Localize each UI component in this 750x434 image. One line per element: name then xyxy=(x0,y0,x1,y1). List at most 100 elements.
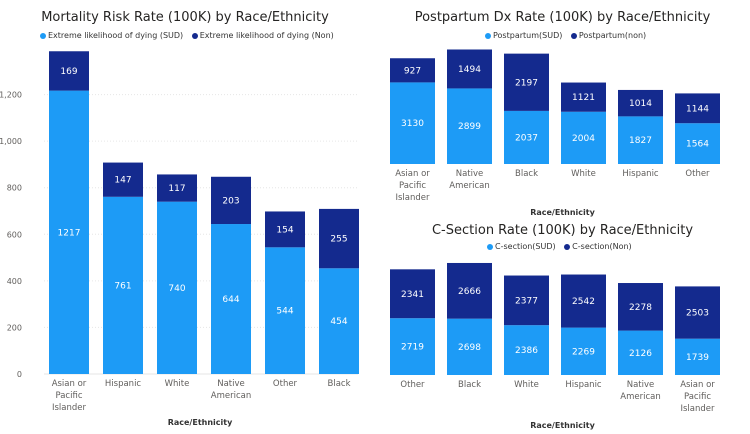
mortality-data-label-sud: 544 xyxy=(276,307,293,317)
mortality-bar-non xyxy=(319,208,359,269)
postpartum-x-tick-label: Hispanic xyxy=(622,169,659,179)
mortality-y-tick-label: 600 xyxy=(7,230,22,239)
mortality-data-label-sud: 454 xyxy=(330,317,347,327)
postpartum-data-label-non: 1494 xyxy=(458,65,481,75)
csection-x-tick-label: Black xyxy=(458,380,481,390)
csection-bar-sud xyxy=(561,327,606,375)
csection-bar-sud xyxy=(618,330,663,375)
mortality-y-tick-label: 200 xyxy=(7,323,22,332)
csection-bar-non xyxy=(618,283,663,331)
csection-x-tick-label: Native American xyxy=(620,380,660,402)
postpartum-x-tick-label-line: Other xyxy=(685,169,710,179)
legend-label-postpartum-non: Postpartum(non) xyxy=(578,31,647,40)
mortality-x-tick-label-line: Other xyxy=(273,379,298,389)
postpartum-data-label-sud: 3130 xyxy=(401,119,424,129)
postpartum-bar-non xyxy=(561,82,606,112)
mortality-x-tick-label: Hispanic xyxy=(105,379,142,389)
csection-x-tick-label-line: Black xyxy=(458,380,481,390)
postpartum-bar-non xyxy=(504,53,549,111)
mortality-data-label-non: 117 xyxy=(168,184,185,194)
csection-data-label-sud: 2269 xyxy=(572,347,595,357)
csection-chart-title: C-Section Rate (100K) by Race/Ethnicity xyxy=(431,223,694,238)
postpartum-bar-non xyxy=(675,93,720,124)
legend-item-non[interactable]: Extreme likelihood of dying (Non) xyxy=(191,31,334,40)
postpartum-data-label-sud: 1827 xyxy=(629,136,652,146)
postpartum-x-tick-label-line: Islander xyxy=(395,193,430,203)
postpartum-x-tick-label: Black xyxy=(515,169,538,179)
csection-data-label-non: 2503 xyxy=(686,309,709,319)
mortality-x-tick-label-line: White xyxy=(165,379,190,389)
postpartum-bar-non xyxy=(618,89,663,117)
csection-bar-non xyxy=(675,286,720,339)
postpartum-chart-title: Postpartum Dx Rate (100K) by Race/Ethnic… xyxy=(414,10,711,25)
csection-x-tick-label-line: Other xyxy=(400,380,425,390)
mortality-x-tick-label-line: Islander xyxy=(52,403,87,413)
csection-x-tick-label-line: Pacific xyxy=(684,392,711,402)
csection-x-tick-label-line: Asian or xyxy=(680,380,715,390)
mortality-bar-sud xyxy=(265,247,305,374)
csection-x-tick-label-line: Native xyxy=(627,380,655,390)
mortality-x-tick-label-line: Pacific xyxy=(55,391,82,401)
csection-data-label-non: 2341 xyxy=(401,290,424,300)
legend-swatch-postpartum-non xyxy=(570,32,577,39)
mortality-x-tick-label-line: American xyxy=(211,391,251,401)
legend-swatch-non xyxy=(191,32,198,39)
csection-data-label-sud: 2698 xyxy=(458,343,481,353)
mortality-bar-non xyxy=(103,162,143,197)
mortality-data-label-non: 203 xyxy=(222,196,239,206)
csection-x-tick-label: White xyxy=(514,380,539,390)
mortality-x-tick-label: White xyxy=(165,379,190,389)
mortality-bar-sud xyxy=(49,90,89,374)
mortality-data-label-non: 154 xyxy=(276,225,293,235)
csection-data-label-sud: 2126 xyxy=(629,349,652,359)
mortality-data-label-non: 169 xyxy=(60,67,77,77)
csection-bar-non xyxy=(504,275,549,326)
csection-x-tick-label: Other xyxy=(400,380,425,390)
csection-bar-non xyxy=(561,274,606,328)
csection-chart-svg: 2719 2341 Other 2698 2666 Black 2386 2377 White 2… xyxy=(390,262,720,414)
mortality-y-tick-label: 400 xyxy=(7,277,22,286)
mortality-x-tick-label: Native American xyxy=(211,379,251,401)
legend-label-sud: Extreme likelihood of dying (SUD) xyxy=(48,31,184,40)
legend-label-non: Extreme likelihood of dying (Non) xyxy=(199,31,334,40)
mortality-chart-svg: 0 200 400 600 800 1,000 1,200 1217 169 Asian or Pa… xyxy=(0,51,359,413)
postpartum-x-tick-label: Native American xyxy=(449,169,489,191)
mortality-data-label-non: 147 xyxy=(114,176,131,186)
mortality-data-label-sud: 1217 xyxy=(58,228,81,238)
legend-item-sud[interactable]: Extreme likelihood of dying (SUD) xyxy=(40,31,183,40)
csection-data-label-non: 2278 xyxy=(629,303,652,313)
legend-swatch-csection-sud xyxy=(487,243,493,250)
mortality-bar-non xyxy=(157,174,197,202)
csection-x-tick-label-line: Hispanic xyxy=(565,380,602,390)
mortality-bar-non xyxy=(211,176,251,225)
postpartum-legend: Postpartum(SUD) Postpartum(non) xyxy=(485,31,652,41)
csection-data-label-sud: 2386 xyxy=(515,346,538,356)
legend-item-csection-non[interactable]: C-section(Non) xyxy=(564,242,632,251)
csection-chart-panel: C-Section Rate (100K) by Race/Ethnicity … xyxy=(375,217,750,434)
csection-bar-sud xyxy=(504,325,549,375)
legend-item-postpartum-sud[interactable]: Postpartum(SUD) xyxy=(485,31,562,40)
legend-item-csection-sud[interactable]: C-section(SUD) xyxy=(487,242,556,251)
postpartum-bar-sud xyxy=(675,123,720,164)
csection-bar-sud xyxy=(390,318,435,375)
mortality-x-axis-title: Race/Ethnicity xyxy=(167,418,233,427)
mortality-y-tick-label: 1,000 xyxy=(0,137,22,146)
postpartum-data-label-non: 1014 xyxy=(629,99,652,109)
postpartum-bar-sud xyxy=(618,116,663,164)
csection-data-label-non: 2542 xyxy=(572,297,595,307)
legend-swatch-sud xyxy=(40,32,46,39)
postpartum-x-tick-label-line: Asian or xyxy=(395,169,430,179)
legend-item-postpartum-non[interactable]: Postpartum(non) xyxy=(570,31,647,40)
postpartum-data-label-non: 927 xyxy=(404,66,421,76)
mortality-x-tick-label-line: Asian or xyxy=(52,379,87,389)
postpartum-x-tick-label-line: Native xyxy=(456,169,484,179)
legend-swatch-csection-non xyxy=(564,243,571,250)
mortality-chart-panel: Mortality Risk Rate (100K) by Race/Ethni… xyxy=(0,0,370,434)
csection-data-label-non: 2666 xyxy=(458,287,481,297)
postpartum-bar-sud xyxy=(390,82,435,164)
postpartum-bar-non xyxy=(447,49,492,89)
csection-x-tick-label: Asian or Pacific Islander xyxy=(680,380,715,414)
postpartum-bar-sud xyxy=(447,88,492,164)
csection-x-tick-label-line: White xyxy=(514,380,539,390)
mortality-x-tick-label-line: Hispanic xyxy=(105,379,142,389)
